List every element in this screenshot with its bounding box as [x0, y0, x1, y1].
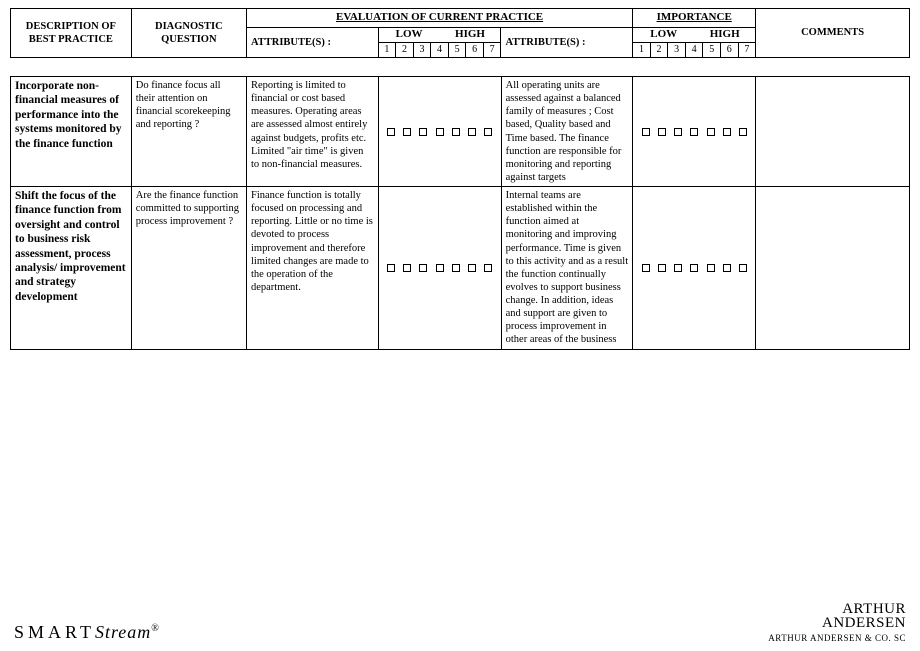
col-header-comments: COMMENTS [756, 9, 910, 58]
imp-scale-3: 3 [668, 42, 686, 58]
header-table: DESCRIPTION OF BEST PRACTICE DIAGNOSTIC … [10, 8, 910, 58]
imp-scale-2: 2 [650, 42, 668, 58]
attribute-high: Internal teams are established within th… [501, 187, 633, 350]
label-low: LOW [379, 28, 440, 42]
diagnostic-question: Do finance focus all their attention on … [131, 77, 246, 187]
eval-scale-2: 2 [396, 42, 414, 58]
eval-scale-3: 3 [413, 42, 431, 58]
attribute-low: Finance function is totally focused on p… [246, 187, 378, 350]
eval-checkbox-group[interactable] [378, 77, 501, 187]
registered-mark: ® [151, 623, 159, 634]
label-high: HIGH [440, 28, 501, 42]
col-header-attributes-low: ATTRIBUTE(S) : [246, 27, 378, 57]
practice-row: Shift the focus of the finance function … [11, 187, 910, 350]
eval-scale-6: 6 [466, 42, 484, 58]
attribute-low: Reporting is limited to financial or cos… [246, 77, 378, 187]
eval-scale-1: 1 [378, 42, 396, 58]
eval-low-high: LOWHIGH [378, 27, 501, 42]
importance-low-high: LOWHIGH [633, 27, 756, 42]
body-table: Incorporate non-financial measures of pe… [10, 76, 910, 350]
comments-cell[interactable] [756, 77, 910, 187]
eval-scale-4: 4 [431, 42, 449, 58]
section-title-importance: IMPORTANCE [633, 9, 756, 28]
smartstream-text-b: Stream [95, 622, 151, 642]
smartstream-logo: SMARTStream® [14, 622, 159, 643]
imp-scale-6: 6 [720, 42, 738, 58]
practice-row: Incorporate non-financial measures of pe… [11, 77, 910, 187]
eval-checkbox-group[interactable] [378, 187, 501, 350]
imp-scale-1: 1 [633, 42, 651, 58]
imp-scale-7: 7 [738, 42, 756, 58]
imp-scale-4: 4 [685, 42, 703, 58]
importance-checkbox-group[interactable] [633, 187, 756, 350]
label-low-2: LOW [633, 28, 694, 42]
col-header-attributes-high: ATTRIBUTE(S) : [501, 27, 633, 57]
comments-cell[interactable] [756, 187, 910, 350]
col-header-description: DESCRIPTION OF BEST PRACTICE [11, 9, 132, 58]
best-practice-description: Incorporate non-financial measures of pe… [11, 77, 132, 187]
attribute-high: All operating units are assessed against… [501, 77, 633, 187]
col-header-diagnostic: DIAGNOSTIC QUESTION [131, 9, 246, 58]
page-footer: SMARTStream® ARTHUR ANDERSEN ARTHUR ANDE… [14, 602, 906, 644]
section-title-evaluation: EVALUATION OF CURRENT PRACTICE [246, 9, 632, 28]
eval-scale-7: 7 [483, 42, 501, 58]
diagnostic-question: Are the finance function committed to su… [131, 187, 246, 350]
arthur-andersen-block: ARTHUR ANDERSEN ARTHUR ANDERSEN & CO. SC [768, 602, 906, 644]
importance-checkbox-group[interactable] [633, 77, 756, 187]
eval-scale-5: 5 [448, 42, 466, 58]
aa-subtext: ARTHUR ANDERSEN & CO. SC [768, 633, 906, 643]
smartstream-text-a: SMART [14, 622, 95, 642]
imp-scale-5: 5 [703, 42, 721, 58]
aa-line-2: ANDERSEN [778, 616, 906, 630]
best-practice-description: Shift the focus of the finance function … [11, 187, 132, 350]
arthur-andersen-logo: ARTHUR ANDERSEN [768, 602, 906, 631]
label-high-2: HIGH [694, 28, 755, 42]
aa-line-1: ARTHUR [768, 602, 906, 616]
